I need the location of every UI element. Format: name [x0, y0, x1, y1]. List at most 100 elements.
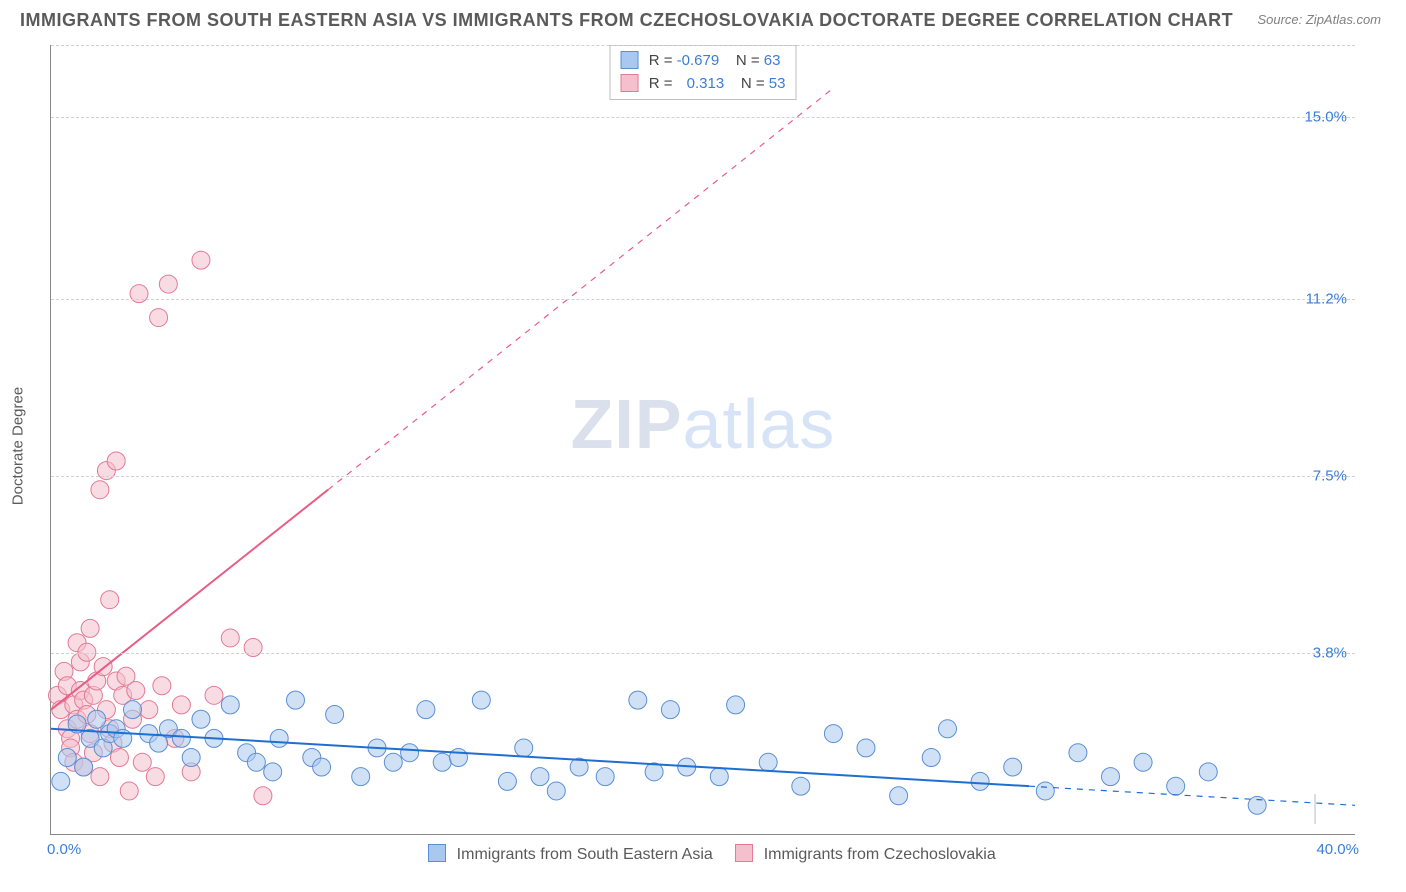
- gridline: [51, 117, 1355, 118]
- data-point: [264, 763, 282, 781]
- legend-row-pink: R = 0.313 N = 53: [621, 73, 786, 96]
- data-point: [182, 749, 200, 767]
- data-point: [384, 753, 402, 771]
- ytick-label: 7.5%: [1313, 467, 1347, 484]
- gridline: [51, 45, 1355, 46]
- data-point: [192, 251, 210, 269]
- data-point: [58, 749, 76, 767]
- data-point: [130, 285, 148, 303]
- data-point: [88, 710, 106, 728]
- gridline: [51, 653, 1355, 654]
- data-point: [710, 768, 728, 786]
- gridline: [51, 476, 1355, 477]
- data-point: [759, 753, 777, 771]
- y-axis-title: Doctorate Degree: [10, 387, 27, 505]
- data-point: [401, 744, 419, 762]
- data-point: [922, 749, 940, 767]
- legend-n-label: N =: [736, 52, 760, 69]
- legend-r-pink: 0.313: [687, 75, 725, 92]
- data-point: [352, 768, 370, 786]
- legend-n-label2: N =: [741, 75, 765, 92]
- data-point: [52, 772, 70, 790]
- legend-r-blue: -0.679: [677, 52, 720, 69]
- data-point: [1102, 768, 1120, 786]
- data-point: [531, 768, 549, 786]
- legend-r-label: R =: [649, 52, 673, 69]
- data-point: [472, 691, 490, 709]
- legend-label-series0: Immigrants from South Eastern Asia: [457, 846, 713, 863]
- legend-n-blue: 63: [764, 52, 781, 69]
- data-point: [596, 768, 614, 786]
- data-point: [1167, 777, 1185, 795]
- data-point: [172, 696, 190, 714]
- data-point: [824, 725, 842, 743]
- legend-series: Immigrants from South Eastern Asia Immig…: [51, 844, 1355, 864]
- data-point: [1004, 758, 1022, 776]
- data-point: [247, 753, 265, 771]
- data-point: [629, 691, 647, 709]
- legend-row-blue: R = -0.679 N = 63: [621, 50, 786, 73]
- data-point: [110, 749, 128, 767]
- data-point: [270, 729, 288, 747]
- data-point: [450, 749, 468, 767]
- data-point: [127, 682, 145, 700]
- data-point: [1199, 763, 1217, 781]
- data-point: [146, 768, 164, 786]
- data-point: [107, 452, 125, 470]
- legend-correlation: R = -0.679 N = 63 R = 0.313 N = 53: [610, 45, 797, 100]
- legend-n-pink: 53: [769, 75, 786, 92]
- data-point: [91, 768, 109, 786]
- gridline: [51, 299, 1355, 300]
- data-point: [547, 782, 565, 800]
- data-point: [326, 705, 344, 723]
- source-label: Source: ZipAtlas.com: [1257, 12, 1381, 27]
- data-point: [287, 691, 305, 709]
- data-point: [433, 753, 451, 771]
- data-point: [153, 677, 171, 695]
- plot-area: ZIPatlas R = -0.679 N = 63 R = 0.313 N =…: [50, 45, 1355, 835]
- data-point: [1069, 744, 1087, 762]
- data-point: [971, 772, 989, 790]
- data-point: [1134, 753, 1152, 771]
- data-point: [515, 739, 533, 757]
- data-point: [1036, 782, 1054, 800]
- data-point: [75, 758, 93, 776]
- data-point: [205, 686, 223, 704]
- data-point: [727, 696, 745, 714]
- chart-title: IMMIGRANTS FROM SOUTH EASTERN ASIA VS IM…: [20, 10, 1233, 30]
- legend-swatch-series1: [735, 844, 753, 862]
- legend-label-series1: Immigrants from Czechoslovakia: [764, 846, 996, 863]
- data-point: [101, 591, 119, 609]
- data-point: [159, 275, 177, 293]
- legend-swatch-blue: [621, 51, 639, 69]
- data-point: [221, 629, 239, 647]
- trend-line: [51, 490, 328, 710]
- chart-svg: [51, 45, 1355, 834]
- xtick-max: 40.0%: [1316, 841, 1359, 858]
- ytick-label: 15.0%: [1304, 108, 1347, 125]
- data-point: [120, 782, 138, 800]
- ytick-label: 3.8%: [1313, 645, 1347, 662]
- legend-swatch-pink: [621, 74, 639, 92]
- data-point: [133, 753, 151, 771]
- data-point: [192, 710, 210, 728]
- legend-swatch-series0: [428, 844, 446, 862]
- trend-line-dashed: [328, 88, 833, 490]
- data-point: [313, 758, 331, 776]
- title-bar: IMMIGRANTS FROM SOUTH EASTERN ASIA VS IM…: [20, 10, 1386, 40]
- data-point: [417, 701, 435, 719]
- legend-r-label2: R =: [649, 75, 673, 92]
- data-point: [661, 701, 679, 719]
- data-point: [498, 772, 516, 790]
- data-point: [890, 787, 908, 805]
- data-point: [857, 739, 875, 757]
- ytick-label: 11.2%: [1306, 290, 1347, 307]
- data-point: [140, 701, 158, 719]
- data-point: [939, 720, 957, 738]
- data-point: [91, 481, 109, 499]
- xtick-min: 0.0%: [47, 841, 81, 858]
- data-point: [221, 696, 239, 714]
- data-point: [792, 777, 810, 795]
- data-point: [172, 729, 190, 747]
- data-point: [254, 787, 272, 805]
